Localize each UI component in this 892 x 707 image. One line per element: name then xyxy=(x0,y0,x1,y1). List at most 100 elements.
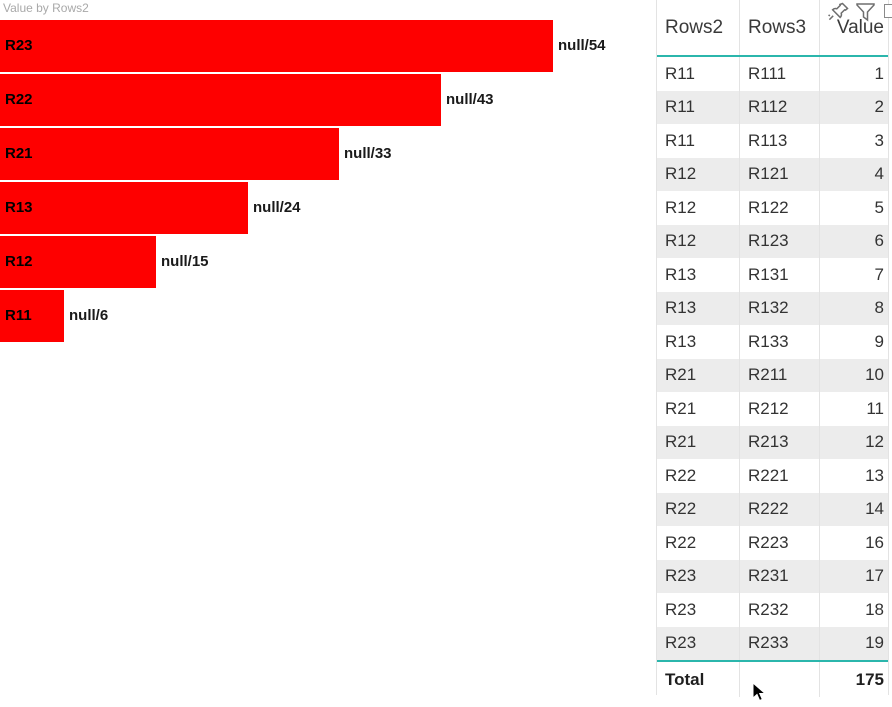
table-row[interactable]: R22 R221 13 xyxy=(657,459,888,493)
total-value: 175 xyxy=(855,669,884,689)
bar-row: R22 null/43 xyxy=(0,74,650,126)
column-header-value[interactable]: Value xyxy=(836,16,884,38)
cell-value: 16 xyxy=(865,532,884,552)
table-row[interactable]: R12 R121 4 xyxy=(657,157,888,191)
cell-rows2: R12 xyxy=(657,224,740,258)
cell-rows3: R231 xyxy=(740,559,820,593)
cell-rows3: R122 xyxy=(740,191,820,225)
bar-r23[interactable] xyxy=(0,20,553,72)
bar-category-label: R13 xyxy=(5,199,33,216)
table-row[interactable]: R21 R213 12 xyxy=(657,425,888,459)
cell-rows3: R222 xyxy=(740,492,820,526)
cell-value: 19 xyxy=(865,633,884,653)
table-row[interactable]: R12 R123 6 xyxy=(657,224,888,258)
table-visual: Rows2 Rows3 Value R11 R111 1 R11 R112 2 R11 R11… xyxy=(656,0,889,697)
bar-category-label: R22 xyxy=(5,91,33,108)
cell-rows2: R21 xyxy=(657,358,740,392)
cell-value: 6 xyxy=(874,231,884,251)
cell-rows2: R22 xyxy=(657,459,740,493)
column-header-rows2[interactable]: Rows2 xyxy=(657,0,740,55)
table-row[interactable]: R21 R211 10 xyxy=(657,358,888,392)
cell-rows2: R23 xyxy=(657,626,740,660)
bar-category-label: R21 xyxy=(5,145,33,162)
bar-value-label: null/33 xyxy=(344,145,392,162)
cell-rows2: R22 xyxy=(657,492,740,526)
bar-value-label: null/43 xyxy=(446,91,494,108)
cell-value: 11 xyxy=(866,398,884,418)
cell-rows3: R221 xyxy=(740,459,820,493)
table-row[interactable]: R13 R133 9 xyxy=(657,325,888,359)
table-total-row: Total 175 xyxy=(657,660,888,697)
column-header-rows3[interactable]: Rows3 xyxy=(740,0,820,55)
more-options-icon[interactable] xyxy=(884,4,892,18)
table-row[interactable]: R23 R231 17 xyxy=(657,559,888,593)
cell-value: 14 xyxy=(865,499,884,519)
cell-rows2: R22 xyxy=(657,526,740,560)
bar-chart-visual: Value by Rows2 R23 null/54 R22 null/43 R21 nu… xyxy=(0,1,650,344)
table-row[interactable]: R11 R111 1 xyxy=(657,57,888,91)
cell-value: 9 xyxy=(874,331,884,351)
bar-value-label: null/24 xyxy=(253,199,301,216)
bar-r11[interactable] xyxy=(0,290,64,342)
cell-rows3: R132 xyxy=(740,291,820,325)
table-row[interactable]: R11 R113 3 xyxy=(657,124,888,158)
cell-rows3: R111 xyxy=(740,57,820,91)
cell-rows3: R131 xyxy=(740,258,820,292)
cell-rows3: R133 xyxy=(740,325,820,359)
cell-rows2: R13 xyxy=(657,258,740,292)
cell-rows2: R12 xyxy=(657,191,740,225)
cell-value: 13 xyxy=(865,465,884,485)
cell-rows3: R123 xyxy=(740,224,820,258)
table-row[interactable]: R23 R232 18 xyxy=(657,593,888,627)
bar-row: R11 null/6 xyxy=(0,290,650,342)
bar-row: R21 null/33 xyxy=(0,128,650,180)
table-row[interactable]: R13 R132 8 xyxy=(657,291,888,325)
bar-category-label: R23 xyxy=(5,37,33,54)
cell-rows2: R21 xyxy=(657,392,740,426)
cell-rows2: R11 xyxy=(657,90,740,124)
cell-value: 17 xyxy=(865,566,884,586)
chart-title: Value by Rows2 xyxy=(3,1,89,15)
cell-value: 8 xyxy=(874,298,884,318)
table-body: R11 R111 1 R11 R112 2 R11 R113 3 R12 R121 4 R12 R122 5… xyxy=(657,57,888,660)
cell-rows3: R212 xyxy=(740,392,820,426)
bar-r13[interactable] xyxy=(0,182,248,234)
bar-r21[interactable] xyxy=(0,128,339,180)
cell-rows3: R213 xyxy=(740,425,820,459)
cell-value: 10 xyxy=(865,365,884,385)
cell-value: 12 xyxy=(865,432,884,452)
pin-icon[interactable] xyxy=(826,1,852,30)
table-row[interactable]: R11 R112 2 xyxy=(657,90,888,124)
cell-rows3: R232 xyxy=(740,593,820,627)
cell-rows3: R211 xyxy=(740,358,820,392)
total-spacer xyxy=(740,662,820,697)
cell-rows3: R121 xyxy=(740,157,820,191)
table-row[interactable]: R23 R233 19 xyxy=(657,626,888,660)
table-row[interactable]: R13 R131 7 xyxy=(657,258,888,292)
table-row[interactable]: R22 R223 16 xyxy=(657,526,888,560)
bar-chart-bars: R23 null/54 R22 null/43 R21 null/33 R13 null/24… xyxy=(0,20,650,344)
cell-value: 2 xyxy=(874,97,884,117)
bar-value-label: null/6 xyxy=(69,307,109,324)
cell-rows3: R223 xyxy=(740,526,820,560)
table-row[interactable]: R12 R122 5 xyxy=(657,191,888,225)
cell-rows2: R23 xyxy=(657,559,740,593)
bar-r22[interactable] xyxy=(0,74,441,126)
cell-value: 7 xyxy=(874,264,884,284)
cell-value: 3 xyxy=(874,130,884,150)
bar-row: R12 null/15 xyxy=(0,236,650,288)
cell-rows2: R23 xyxy=(657,593,740,627)
cell-value: 18 xyxy=(865,599,884,619)
table-row[interactable]: R22 R222 14 xyxy=(657,492,888,526)
bar-row: R13 null/24 xyxy=(0,182,650,234)
filter-icon[interactable] xyxy=(855,2,877,29)
cell-rows2: R21 xyxy=(657,425,740,459)
cell-rows2: R11 xyxy=(657,124,740,158)
bar-value-label: null/54 xyxy=(558,37,606,54)
cell-rows3: R112 xyxy=(740,90,820,124)
bar-r12[interactable] xyxy=(0,236,156,288)
cell-rows2: R13 xyxy=(657,325,740,359)
cell-rows2: R12 xyxy=(657,157,740,191)
cell-value: 4 xyxy=(874,164,884,184)
table-row[interactable]: R21 R212 11 xyxy=(657,392,888,426)
